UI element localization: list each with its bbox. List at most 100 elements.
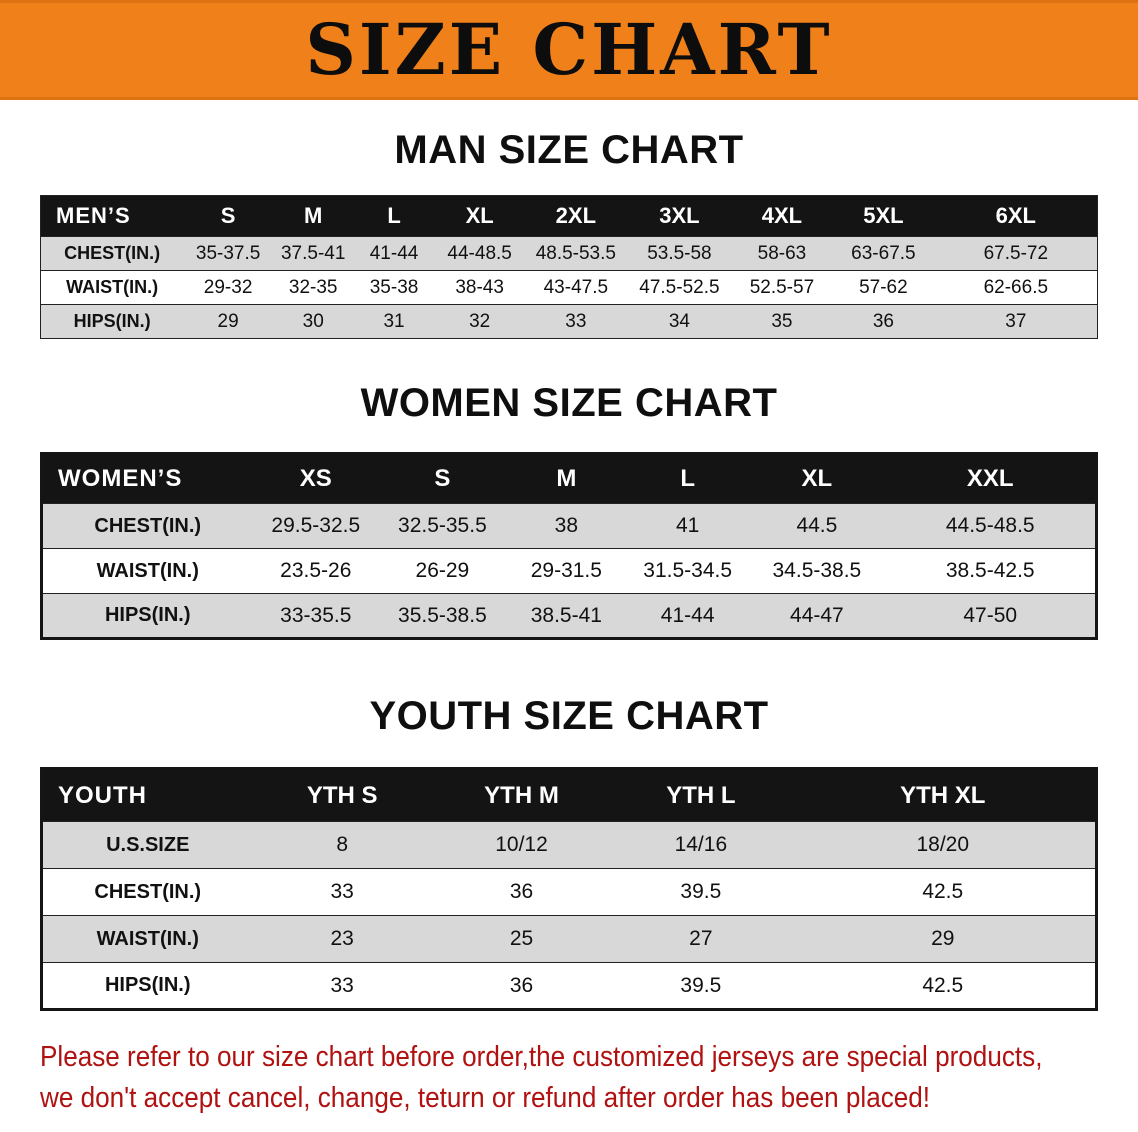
size-value-cell: 42.5 (922, 880, 964, 903)
size-value-cell: 29-31.5 (530, 559, 602, 582)
women-section-heading: WOMEN SIZE CHART (360, 381, 778, 425)
size-value-cell: 29.5-32.5 (271, 514, 361, 537)
size-column-header: YTH XL (790, 768, 1097, 822)
size-column-header: M (273, 195, 354, 237)
men-size-table-container: MEN’S S M L XL 2XL 3XL 4XL 5XL 6XL CHEST(IN.) 35-37… (0, 195, 1138, 339)
size-value-cell: 32 (469, 310, 491, 332)
table-title-cell: MEN’S (40, 195, 184, 237)
size-value-cell: 38 (554, 514, 579, 537)
measurement-row: CHEST(IN.) 35-37.5 37.5-41 41-44 44-48.5 48.5… (40, 236, 1098, 271)
measurement-row: HIPS(IN.) 33 36 39.5 42.5 (41, 962, 1097, 1010)
measurement-row: WAIST(IN.) 23.5-26 26-29 29-31.5 31.5-34.5 34… (41, 548, 1097, 594)
size-value-cell: 33 (565, 310, 587, 332)
size-value-cell: 39.5 (680, 880, 722, 903)
size-column-header: YTH L (611, 768, 791, 822)
row-label: WAIST(IN.) (66, 277, 159, 297)
size-value-cell: 18/20 (916, 833, 970, 856)
size-value-cell: 26-29 (415, 559, 470, 582)
size-value-cell: 44-48.5 (447, 242, 512, 264)
size-value-cell: 47-50 (963, 603, 1018, 627)
size-header-row: MEN’S S M L XL 2XL 3XL 4XL 5XL 6XL (40, 195, 1098, 237)
disclaimer-line-1: Please refer to our size chart before or… (40, 1041, 1043, 1073)
size-value-cell: 29 (217, 310, 239, 332)
size-value-cell: 53.5-58 (647, 242, 712, 264)
size-value-cell: 43-47.5 (543, 276, 609, 298)
size-value-cell: 34 (668, 310, 690, 332)
measurement-row: CHEST(IN.) 29.5-32.5 32.5-35.5 38 41 44.5 44.5… (41, 503, 1097, 549)
measurement-row: U.S.SIZE 8 10/12 14/16 18/20 (41, 821, 1097, 869)
section-men-size-chart: MAN SIZE CHART MEN’S S M L XL 2XL 3XL 4XL 5XL 6XL… (0, 128, 1138, 339)
size-value-cell: 35.5-38.5 (398, 603, 487, 627)
size-column-header: YTH M (431, 768, 612, 822)
row-label: WAIST(IN.) (96, 927, 199, 950)
men-section-heading: MAN SIZE CHART (394, 128, 744, 172)
size-header-row: YOUTH YTH S YTH M YTH L YTH XL (41, 768, 1097, 822)
size-column-header: S (379, 453, 506, 504)
size-column-header: XL (434, 195, 525, 237)
size-column-header: 4XL (731, 195, 833, 237)
measurement-row: HIPS(IN.) 33-35.5 35.5-38.5 38.5-41 41-44 44-… (41, 593, 1097, 639)
size-value-cell: 63-67.5 (851, 242, 916, 264)
section-youth-size-chart: YOUTH SIZE CHART YOUTH YTH S YTH M YTH L YTH… (0, 694, 1138, 1011)
size-value-cell: 31.5-34.5 (643, 559, 733, 582)
size-value-cell: 31 (383, 310, 405, 332)
size-value-cell: 44.5-48.5 (945, 514, 1035, 537)
size-value-cell: 23 (330, 927, 354, 950)
size-value-cell: 14/16 (674, 833, 728, 856)
size-value-cell: 52.5-57 (749, 276, 815, 298)
size-value-cell: 41 (675, 514, 700, 537)
size-value-cell: 39.5 (680, 973, 722, 997)
size-column-header: 6XL (934, 195, 1098, 237)
size-value-cell: 42.5 (922, 973, 964, 997)
size-value-cell: 48.5-53.5 (535, 242, 616, 264)
size-table: WOMEN’S XS S M L XL XXL CHEST(IN.) 29.5-32.5 32.5… (40, 452, 1098, 640)
row-label: HIPS(IN.) (73, 311, 151, 331)
size-value-cell: 44-47 (790, 603, 844, 627)
size-value-cell: 33 (330, 880, 354, 903)
size-value-cell: 58-63 (757, 242, 807, 264)
size-value-cell: 36 (509, 880, 534, 903)
size-column-header: 5XL (832, 195, 935, 237)
measurement-row: HIPS(IN.) 29 30 31 32 33 34 35 36 37 (40, 304, 1098, 339)
size-column-header: XXL (885, 453, 1097, 504)
disclaimer-line-2: we don't accept cancel, change, teturn o… (40, 1081, 931, 1114)
row-label: U.S.SIZE (106, 833, 190, 856)
page-title: SIZE CHART (305, 8, 833, 91)
section-women-size-chart: WOMEN SIZE CHART WOMEN’S XS S M L XL XXL CHEST(… (0, 381, 1138, 640)
size-column-header: XS (252, 453, 380, 504)
size-value-cell: 38.5-42.5 (945, 559, 1035, 582)
size-value-cell: 38.5-41 (530, 603, 602, 627)
measurement-row: WAIST(IN.) 23 25 27 29 (41, 915, 1097, 963)
row-label: HIPS(IN.) (104, 974, 191, 996)
size-value-cell: 36 (509, 973, 534, 997)
size-value-cell: 34.5-38.5 (772, 559, 862, 582)
size-value-cell: 27 (689, 927, 713, 950)
size-table: YOUTH YTH S YTH M YTH L YTH XL U.S.SIZE 8 10/12… (40, 767, 1098, 1011)
size-value-cell: 33-35.5 (280, 603, 352, 627)
size-value-cell: 44.5 (796, 514, 838, 537)
size-value-cell: 41-44 (660, 603, 715, 627)
size-header-row: WOMEN’S XS S M L XL XXL (41, 453, 1097, 504)
size-column-header: L (627, 453, 749, 504)
size-value-cell: 57-62 (859, 276, 908, 298)
size-value-cell: 29 (931, 927, 955, 950)
size-value-cell: 37 (1005, 310, 1027, 332)
size-value-cell: 36 (872, 310, 894, 332)
size-value-cell: 8 (336, 833, 349, 856)
size-value-cell: 35-37.5 (195, 242, 261, 264)
row-label: CHEST(IN.) (64, 243, 161, 263)
size-column-header: XL (748, 453, 886, 504)
size-column-header: L (353, 195, 435, 237)
row-label: HIPS(IN.) (104, 604, 191, 626)
size-value-cell: 10/12 (495, 833, 548, 856)
size-value-cell: 32.5-35.5 (398, 514, 487, 537)
size-value-cell: 41-44 (369, 242, 419, 264)
size-value-cell: 30 (302, 310, 324, 332)
size-value-cell: 37.5-41 (280, 242, 346, 264)
size-value-cell: 35-38 (369, 276, 419, 298)
measurement-row: WAIST(IN.) 29-32 32-35 35-38 38-43 43-47.5 47.… (40, 270, 1098, 305)
size-value-cell: 29-32 (203, 276, 253, 298)
row-label: WAIST(IN.) (96, 559, 199, 582)
size-value-cell: 35 (771, 310, 793, 332)
